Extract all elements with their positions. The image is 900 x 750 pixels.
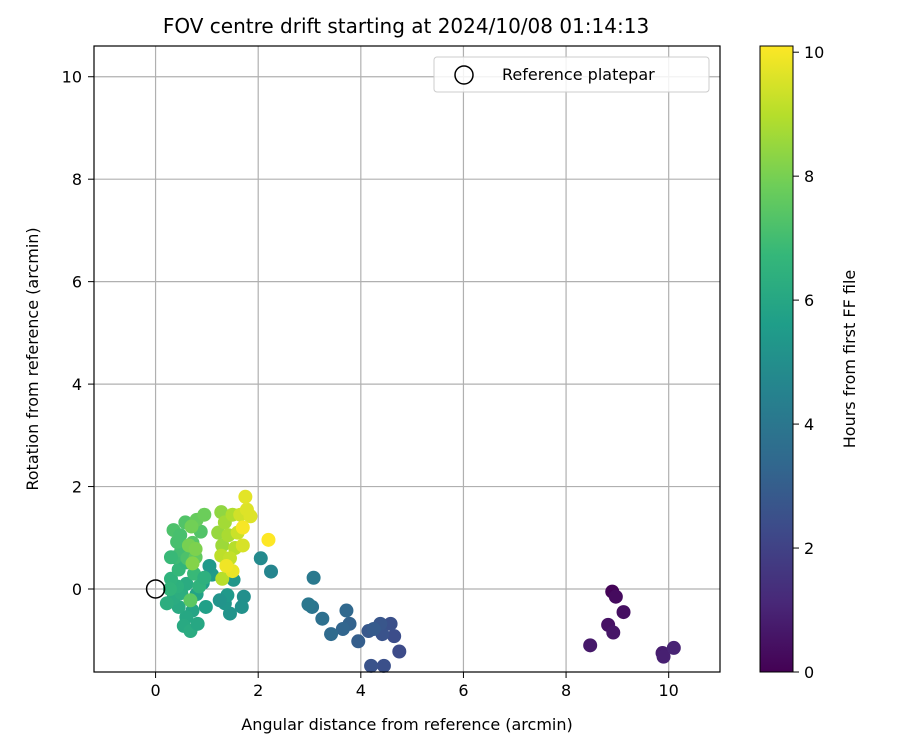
data-point: [212, 593, 227, 608]
data-point: [184, 519, 199, 534]
data-point: [387, 629, 402, 644]
plot-frame: [93, 45, 721, 673]
data-point: [253, 551, 268, 566]
y-tick-label: 10: [62, 68, 82, 87]
data-point: [366, 621, 381, 636]
data-point: [376, 658, 391, 673]
legend: Reference platepar: [433, 56, 710, 93]
data-point: [197, 570, 212, 585]
colorbar-tick-label: 4: [804, 415, 814, 434]
data-point: [163, 550, 178, 565]
legend-box: [433, 56, 710, 93]
legend-marker: [454, 65, 474, 85]
data-point: [339, 603, 354, 618]
colorbar-tick-label: 0: [804, 663, 814, 682]
x-tick-label: 10: [659, 681, 679, 700]
chart-title: FOV centre drift starting at 2024/10/08 …: [163, 14, 649, 38]
data-point: [364, 658, 379, 673]
data-point: [159, 596, 174, 611]
y-tick-label: 0: [72, 580, 82, 599]
x-tick-label: 2: [253, 681, 263, 700]
data-point: [173, 528, 188, 543]
grid-lines: [94, 46, 720, 672]
reference-marker: [145, 579, 166, 599]
data-point: [197, 507, 212, 522]
data-point: [202, 558, 217, 573]
colorbar: [759, 45, 794, 673]
x-axis-ticks: 0 2 4 6 8 10: [150, 672, 679, 700]
data-point: [608, 589, 623, 604]
y-axis-label: Rotation from reference (arcmin): [23, 227, 42, 490]
colorbar-label: Hours from first FF file: [840, 270, 859, 449]
data-point: [162, 582, 177, 597]
x-tick-label: 6: [458, 681, 468, 700]
data-point: [188, 542, 203, 557]
data-point: [190, 616, 205, 631]
data-point: [315, 611, 330, 626]
data-point: [351, 634, 366, 649]
data-point: [215, 538, 230, 553]
data-point: [163, 571, 178, 586]
data-point: [238, 489, 253, 504]
data-point: [666, 640, 681, 655]
colorbar-tick-label: 10: [804, 43, 824, 62]
colorbar-tick-label: 8: [804, 167, 814, 186]
data-point: [261, 532, 276, 547]
legend-label: Reference platepar: [502, 65, 655, 84]
data-point: [383, 616, 398, 631]
y-tick-label: 6: [72, 273, 82, 292]
colorbar-tick-label: 6: [804, 291, 814, 310]
x-axis-label: Angular distance from reference (arcmin): [241, 715, 572, 734]
data-point: [656, 649, 671, 664]
x-tick-label: 0: [150, 681, 160, 700]
data-point: [606, 625, 621, 640]
data-point: [185, 556, 200, 571]
data-point: [198, 599, 213, 614]
y-tick-label: 8: [72, 170, 82, 189]
data-point: [301, 597, 316, 612]
data-point: [243, 509, 258, 524]
data-point: [616, 605, 631, 620]
colorbar-tick-label: 2: [804, 539, 814, 558]
data-point: [183, 593, 198, 608]
data-points: [159, 489, 681, 673]
y-tick-label: 2: [72, 478, 82, 497]
data-point: [324, 627, 339, 642]
y-tick-label: 4: [72, 375, 82, 394]
data-point: [219, 558, 234, 573]
data-point: [215, 571, 230, 586]
data-point: [235, 538, 250, 553]
y-axis-ticks: 0 2 4 6 8 10: [62, 68, 94, 599]
x-tick-label: 4: [356, 681, 366, 700]
colorbar-ticks: 0 2 4 6 8 10: [793, 43, 824, 682]
data-point: [306, 570, 321, 585]
data-point: [583, 638, 598, 653]
data-point: [335, 621, 350, 636]
data-point: [392, 644, 407, 659]
data-point: [235, 520, 250, 535]
data-point: [264, 564, 279, 579]
data-point: [234, 599, 249, 614]
x-tick-label: 8: [561, 681, 571, 700]
